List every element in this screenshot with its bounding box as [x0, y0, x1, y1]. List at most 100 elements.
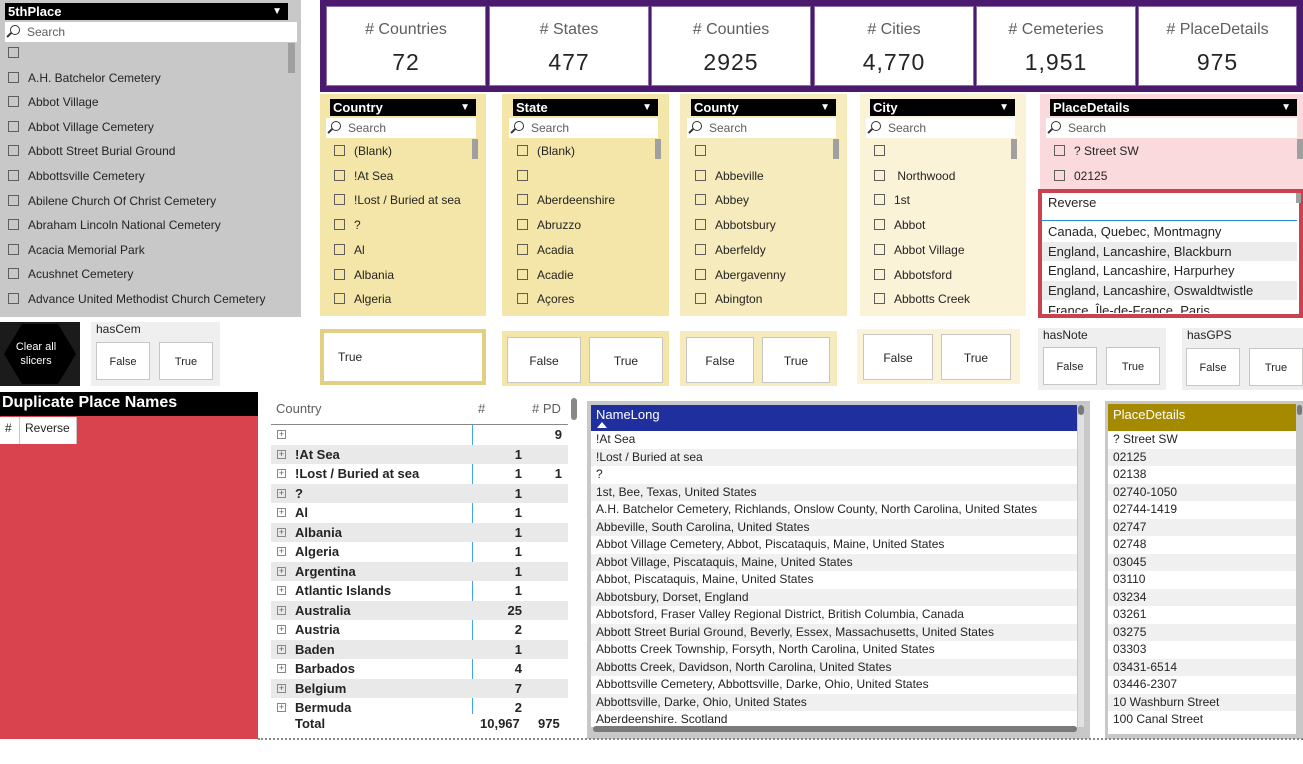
checkbox-icon[interactable]: [8, 96, 19, 108]
placedetails-row[interactable]: 03261: [1108, 606, 1296, 624]
checkbox-icon[interactable]: [334, 194, 345, 206]
fifth-place-item[interactable]: [8, 44, 28, 62]
expand-icon[interactable]: +: [277, 682, 286, 693]
fifth-place-item[interactable]: Abbot Village: [8, 93, 99, 111]
placedetails-row[interactable]: 100 Canal Street: [1108, 711, 1296, 723]
country-slicer-item[interactable]: ?: [334, 216, 361, 234]
sort-ascending-icon[interactable]: [597, 422, 607, 428]
checkbox-icon[interactable]: [517, 169, 528, 181]
country-slicer-item[interactable]: !Lost / Buried at sea: [334, 191, 461, 209]
city-slicer-item[interactable]: Abbotts Creek: [874, 290, 970, 308]
checkbox-icon[interactable]: [8, 194, 19, 206]
expand-icon[interactable]: +: [277, 585, 286, 595]
namelong-vscroll[interactable]: [1078, 405, 1084, 727]
checkbox-icon[interactable]: [517, 194, 528, 206]
state-slicer-item[interactable]: Acadia: [517, 241, 574, 259]
city-false-button[interactable]: False: [863, 334, 933, 380]
checkbox-icon[interactable]: [874, 145, 885, 156]
namelong-row[interactable]: ?: [591, 466, 1077, 484]
state-search-input[interactable]: Search: [509, 118, 658, 138]
country-slicer-item[interactable]: Albania: [334, 266, 394, 284]
expand-icon[interactable]: +: [277, 702, 286, 712]
state-slicer-item[interactable]: Açores: [517, 290, 574, 308]
placedetails-row[interactable]: 02125: [1108, 448, 1296, 466]
hascem-true-button[interactable]: True: [159, 342, 213, 380]
expand-icon[interactable]: +: [277, 624, 286, 634]
checkbox-icon[interactable]: [517, 145, 528, 156]
checkbox-icon[interactable]: [8, 120, 19, 132]
checkbox-icon[interactable]: [874, 243, 885, 255]
checkbox-icon[interactable]: [8, 71, 19, 83]
checkbox-icon[interactable]: [695, 169, 706, 181]
expand-icon[interactable]: +: [277, 448, 286, 459]
county-slicer-title[interactable]: County ▼: [691, 99, 836, 116]
hasnote-false-button[interactable]: False: [1043, 347, 1097, 385]
state-slicer-title[interactable]: State ▼: [513, 99, 658, 116]
country-slicer-item[interactable]: !At Sea: [334, 167, 393, 185]
checkbox-icon[interactable]: [517, 268, 528, 280]
namelong-row[interactable]: Abbotts Creek, Davidson, North Carolina,…: [591, 658, 1077, 676]
fifth-place-item[interactable]: A.H. Batchelor Cemetery: [8, 69, 161, 87]
state-slicer-item[interactable]: Acadie: [517, 266, 574, 284]
placedetails-row[interactable]: 02744-1419: [1108, 501, 1296, 519]
country-scrollbar[interactable]: [472, 139, 478, 159]
checkbox-icon[interactable]: [8, 219, 19, 231]
fifth-place-title[interactable]: 5thPlace ▼: [5, 3, 288, 20]
checkbox-icon[interactable]: [334, 219, 345, 231]
county-slicer-item[interactable]: [695, 142, 715, 160]
checkbox-icon[interactable]: [334, 145, 345, 156]
hascem-false-button[interactable]: False: [96, 342, 150, 380]
country-slicer-title[interactable]: Country ▼: [330, 99, 476, 116]
namelong-row[interactable]: Abbot Village, Piscataquis, Maine, Unite…: [591, 553, 1077, 571]
checkbox-icon[interactable]: [334, 243, 345, 255]
state-slicer-item[interactable]: Abruzzo: [517, 216, 581, 234]
county-slicer-item[interactable]: Abbotsbury: [695, 216, 776, 234]
checkbox-icon[interactable]: [1054, 145, 1065, 156]
placedetails-row[interactable]: ? Street SW: [1108, 431, 1296, 449]
county-scrollbar[interactable]: [833, 139, 839, 159]
duplicates-col2[interactable]: Reverse: [25, 421, 70, 435]
county-slicer-item[interactable]: Aberfeldy: [695, 241, 766, 259]
namelong-row[interactable]: Abbotsbury, Dorset, England: [591, 588, 1077, 606]
placedetails-search-input[interactable]: Search: [1046, 118, 1297, 138]
checkbox-icon[interactable]: [695, 268, 706, 280]
expand-icon[interactable]: +: [277, 429, 286, 439]
county-slicer-item[interactable]: Abington: [695, 290, 762, 308]
placedetails-scrollbar[interactable]: [1297, 139, 1303, 159]
namelong-vscroll-thumb[interactable]: [1078, 405, 1084, 415]
namelong-row[interactable]: Abbot, Piscataquis, Maine, United States: [591, 571, 1077, 589]
fifth-place-item[interactable]: Abilene Church Of Christ Cemetery: [8, 192, 216, 210]
state-scrollbar[interactable]: [655, 139, 661, 159]
county-search-input[interactable]: Search: [687, 118, 836, 138]
chevron-down-icon[interactable]: ▼: [460, 102, 470, 113]
placedetails-row[interactable]: 03446-2307: [1108, 676, 1296, 694]
fifth-place-search-input[interactable]: Search: [5, 22, 297, 42]
namelong-hscroll[interactable]: [593, 726, 1077, 732]
namelong-row[interactable]: Abbot Village Cemetery, Abbot, Piscataqu…: [591, 536, 1077, 554]
checkbox-icon[interactable]: [695, 219, 706, 231]
namelong-row[interactable]: 1st, Bee, Texas, United States: [591, 483, 1077, 501]
matrix-scrollbar[interactable]: [571, 398, 577, 420]
checkbox-icon[interactable]: [874, 293, 885, 305]
county-true-button[interactable]: True: [762, 337, 830, 383]
chevron-down-icon[interactable]: ▼: [272, 6, 282, 17]
matrix-header-pd[interactable]: # PD: [532, 401, 561, 416]
expand-icon[interactable]: +: [277, 487, 286, 498]
checkbox-icon[interactable]: [517, 219, 528, 231]
namelong-row[interactable]: Abbottsville, Darke, Ohio, United States: [591, 693, 1077, 711]
checkbox-icon[interactable]: [8, 293, 19, 304]
placedetails-row[interactable]: 03303: [1108, 641, 1296, 659]
county-slicer-item[interactable]: Abbeville: [695, 167, 764, 185]
placedetails-row[interactable]: 03431-6514: [1108, 658, 1296, 676]
chevron-down-icon[interactable]: ▼: [1281, 102, 1291, 113]
duplicates-col1[interactable]: #: [5, 421, 12, 435]
city-slicer-title[interactable]: City ▼: [870, 99, 1015, 116]
placedetails-slicer-title[interactable]: PlaceDetails ▼: [1050, 99, 1297, 116]
checkbox-icon[interactable]: [8, 170, 19, 181]
namelong-row[interactable]: A.H. Batchelor Cemetery, Richlands, Onsl…: [591, 501, 1077, 519]
state-false-button[interactable]: False: [507, 337, 581, 383]
fifth-place-scrollbar[interactable]: [288, 43, 295, 73]
placedetails-row[interactable]: 03110: [1108, 571, 1296, 589]
checkbox-icon[interactable]: [8, 47, 19, 58]
expand-icon[interactable]: +: [277, 468, 286, 478]
